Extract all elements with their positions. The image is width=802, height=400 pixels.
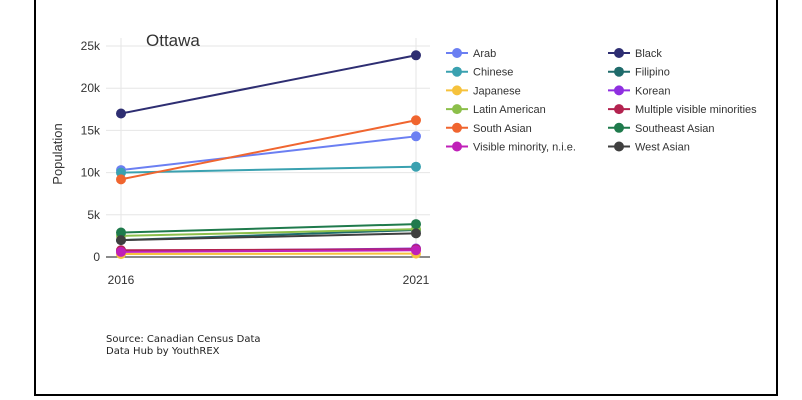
y-tick-label: 10k <box>81 166 101 180</box>
legend-item-south-asian[interactable]: South Asian <box>446 122 532 135</box>
legend-swatch-marker <box>614 66 624 77</box>
legend-item-multiple-visible-minorities[interactable]: Multiple visible minorities <box>608 104 757 116</box>
legend-item-latin-american[interactable]: Latin American <box>446 104 546 116</box>
legend-item-filipino[interactable]: Filipino <box>608 66 670 79</box>
series-line-southeast-asian <box>120 223 417 234</box>
legend-item-west-asian[interactable]: West Asian <box>608 141 690 154</box>
legend: Arab Black Chinese Filipino Japanese Korean La… <box>446 48 757 154</box>
series-line-chinese <box>120 165 417 174</box>
legend-item-visible-minority-n-i-e[interactable]: Visible minority, n.i.e. <box>446 141 576 154</box>
y-axis-label: Population <box>50 123 65 184</box>
legend-swatch-marker <box>452 122 462 133</box>
x-tick-label: 2021 <box>403 273 430 287</box>
data-point-visible-minority-n-i-e[interactable] <box>411 245 421 256</box>
legend-label: Latin American <box>473 104 546 116</box>
data-point-south-asian[interactable] <box>116 174 126 185</box>
y-axis: 0 5k 10k 15k 20k 25k <box>81 39 101 264</box>
x-tick-label: 2016 <box>108 273 135 287</box>
legend-item-korean[interactable]: Korean <box>608 85 670 97</box>
y-tick-label: 5k <box>87 208 101 222</box>
data-point-southeast-asian[interactable] <box>116 227 126 238</box>
data-point-south-asian[interactable] <box>411 115 421 126</box>
y-tick-label: 0 <box>93 250 100 264</box>
series-line-black <box>120 54 417 115</box>
legend-swatch-marker <box>614 48 624 58</box>
legend-swatch-marker <box>452 85 462 96</box>
chart-title: Ottawa <box>146 31 200 50</box>
legend-label: Chinese <box>473 67 513 79</box>
legend-swatch-marker <box>614 141 624 152</box>
legend-label: Multiple visible minorities <box>635 104 757 116</box>
legend-item-southeast-asian[interactable]: Southeast Asian <box>608 122 715 135</box>
y-tick-label: 15k <box>81 123 101 137</box>
y-tick-label: 20k <box>81 81 101 95</box>
legend-label: Korean <box>635 85 670 97</box>
legend-label: South Asian <box>473 123 532 135</box>
series-group <box>116 50 421 260</box>
data-point-arab[interactable] <box>411 131 421 142</box>
data-point-black[interactable] <box>411 50 421 61</box>
legend-item-japanese[interactable]: Japanese <box>446 85 521 97</box>
data-point-visible-minority-n-i-e[interactable] <box>116 246 126 257</box>
legend-label: Arab <box>473 48 496 60</box>
data-point-southeast-asian[interactable] <box>411 219 421 230</box>
figure-frame <box>34 0 778 396</box>
legend-item-chinese[interactable]: Chinese <box>446 66 513 79</box>
legend-swatch-marker <box>452 104 462 115</box>
series-line-arab <box>120 135 417 172</box>
legend-swatch-marker <box>452 48 462 58</box>
series-line-west-asian <box>120 232 417 242</box>
data-point-west-asian[interactable] <box>116 235 126 246</box>
y-tick-label: 25k <box>81 39 101 53</box>
series-line-latin-american <box>120 228 417 237</box>
legend-swatch-marker <box>614 104 624 115</box>
legend-label: Japanese <box>473 85 521 97</box>
data-point-west-asian[interactable] <box>411 228 421 239</box>
legend-label: Black <box>635 48 662 60</box>
legend-label: Southeast Asian <box>635 123 715 135</box>
series-line-south-asian <box>120 119 417 181</box>
legend-swatch-marker <box>452 141 462 152</box>
legend-label: Visible minority, n.i.e. <box>473 142 576 154</box>
legend-swatch-marker <box>614 122 624 133</box>
x-axis: 2016 2021 <box>108 273 430 287</box>
legend-swatch-marker <box>452 66 462 77</box>
legend-swatch-marker <box>614 85 624 96</box>
data-point-black[interactable] <box>116 108 126 119</box>
credit-line: Data Hub by YouthREX <box>106 346 220 357</box>
legend-item-arab[interactable]: Arab <box>446 48 496 60</box>
source-line: Source: Canadian Census Data <box>106 334 261 345</box>
legend-item-black[interactable]: Black <box>608 48 662 60</box>
series-line-visible-minority-n-i-e <box>120 249 417 253</box>
legend-label: Filipino <box>635 67 670 79</box>
legend-label: West Asian <box>635 142 690 154</box>
source-note: Source: Canadian Census Data Data Hub by… <box>106 334 261 358</box>
data-point-chinese[interactable] <box>411 161 421 172</box>
